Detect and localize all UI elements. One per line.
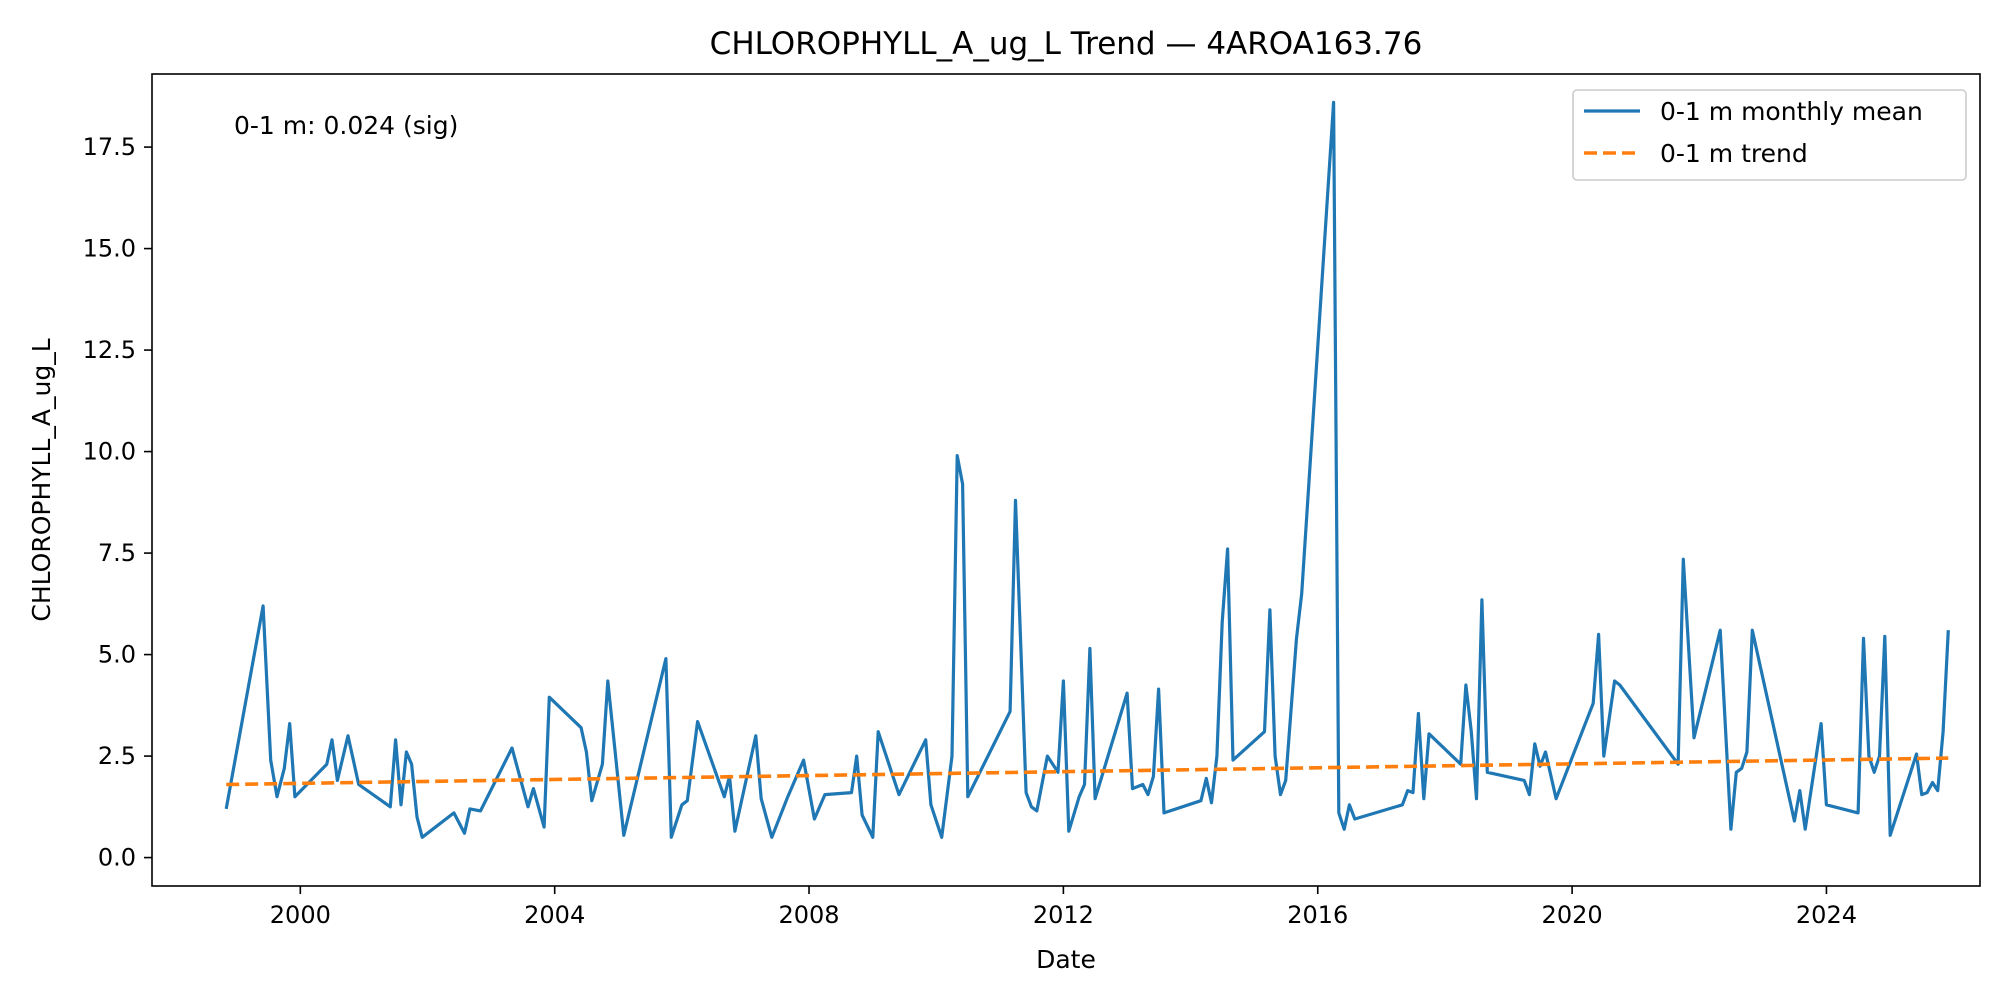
legend-label: 0-1 m trend (1660, 139, 1808, 168)
y-tick-label: 10.0 (83, 438, 136, 466)
x-tick-label: 2000 (270, 901, 331, 929)
chart-title: CHLOROPHYLL_A_ug_L Trend — 4AROA163.76 (710, 26, 1423, 62)
legend-label: 0-1 m monthly mean (1660, 97, 1923, 126)
y-tick-label: 7.5 (98, 539, 136, 567)
x-axis-title: Date (1036, 945, 1096, 974)
x-tick-label: 2004 (524, 901, 585, 929)
trend-annotation: 0-1 m: 0.024 (sig) (234, 111, 458, 140)
plot-frame (151, 73, 1981, 887)
x-tick-label: 2016 (1287, 901, 1348, 929)
y-tick-label: 0.0 (98, 844, 136, 872)
legend: 0-1 m monthly mean 0-1 m trend (1572, 89, 1967, 181)
x-tick-label: 2024 (1796, 901, 1857, 929)
y-tick-label: 17.5 (83, 133, 136, 161)
plot-area: 2000 2004 2008 2012 2016 2020 2024 0.0 2.5 5.0 7.5… (83, 73, 1981, 929)
x-tick-label: 2012 (1033, 901, 1094, 929)
series-line-monthly-mean (224, 100, 1950, 839)
y-tick-label: 5.0 (98, 641, 136, 669)
x-tick-label: 2008 (778, 901, 839, 929)
x-tick-label: 2020 (1542, 901, 1603, 929)
y-tick-label: 2.5 (98, 742, 136, 770)
y-axis-title: CHLOROPHYLL_A_ug_L (27, 338, 56, 621)
legend-box (1572, 89, 1967, 181)
series-line-trend (226, 756, 1949, 787)
y-tick-label: 12.5 (83, 336, 136, 364)
y-tick-label: 15.0 (83, 235, 136, 263)
